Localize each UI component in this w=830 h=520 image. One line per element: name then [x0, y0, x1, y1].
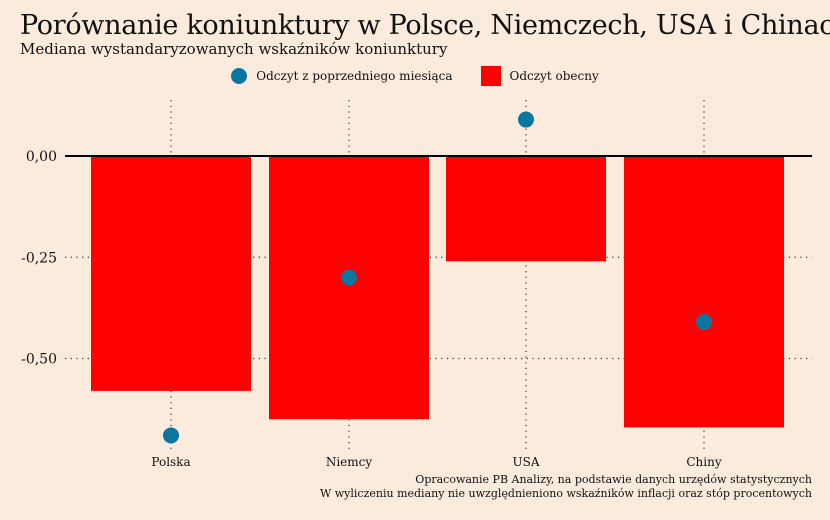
legend-point-marker	[231, 68, 248, 84]
legend-item-previous: Odczyt z poprzedniego miesiąca	[231, 68, 453, 84]
chart-subtitle: Mediana wystandaryzowanych wskaźników ko…	[20, 40, 448, 58]
legend: Odczyt z poprzedniego miesiąca Odczyt ob…	[0, 66, 830, 86]
legend-previous-label: Odczyt z poprzedniego miesiąca	[256, 69, 453, 83]
bar	[624, 156, 784, 428]
bars	[91, 156, 784, 428]
y-tick-label: 0,00	[26, 149, 57, 165]
axis-labels: 0,00 -0,25 -0,50 Polska Niemcy USA Chiny	[21, 149, 722, 469]
source-caption: Opracowanie PB Analizy, na podstawie dan…	[320, 473, 812, 501]
x-tick-label: USA	[513, 455, 540, 469]
legend-item-current: Odczyt obecny	[480, 66, 599, 86]
data-point	[518, 111, 534, 128]
bar	[269, 156, 429, 420]
data-point	[341, 269, 357, 286]
x-tick-label: Chiny	[686, 455, 721, 469]
x-tick-label: Polska	[151, 455, 190, 469]
x-tick-label: Niemcy	[326, 455, 373, 469]
bar	[91, 156, 251, 391]
y-tick-label: -0,50	[21, 352, 57, 368]
chart-title: Porównanie koniunktury w Polsce, Niemcze…	[20, 10, 830, 41]
y-tick-label: -0,25	[21, 250, 57, 266]
bar	[446, 156, 606, 262]
legend-bar-marker	[480, 66, 501, 86]
data-point	[163, 427, 179, 444]
caption-line-2: W wyliczeniu mediany nie uwzględnieniono…	[319, 487, 812, 500]
data-point	[696, 314, 712, 331]
points	[163, 111, 712, 444]
caption-line-1: Opracowanie PB Analizy, na podstawie dan…	[415, 473, 812, 486]
legend-current-label: Odczyt obecny	[509, 69, 599, 83]
